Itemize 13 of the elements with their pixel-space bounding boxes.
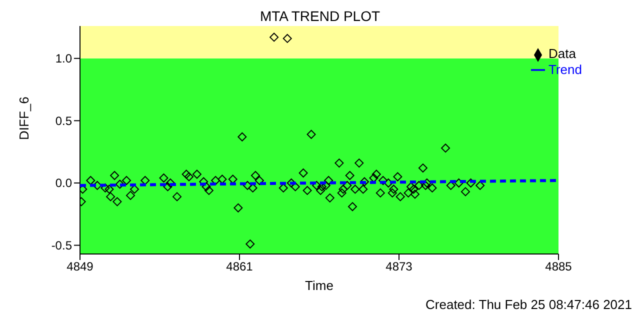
x-tick-label: 4861 xyxy=(226,260,254,274)
x-tick-label: 4885 xyxy=(545,260,572,274)
x-tick-label: 4849 xyxy=(66,260,94,274)
y-axis-title: DIFF_6 xyxy=(16,96,32,140)
chart-title: MTA TREND PLOT xyxy=(258,8,382,24)
y-tick-label: 0.0 xyxy=(55,176,72,190)
text: Created: Thu Feb 25 08:47:46 2021 xyxy=(426,297,632,312)
x-axis-title: Time xyxy=(305,278,334,293)
y-tick-label: 0.5 xyxy=(55,114,72,128)
x-tick-label: 4873 xyxy=(386,260,413,274)
y-tick-label: 1.0 xyxy=(55,52,72,66)
y-tick-label: -0.5 xyxy=(51,238,72,253)
legend-label: Data xyxy=(548,46,576,61)
